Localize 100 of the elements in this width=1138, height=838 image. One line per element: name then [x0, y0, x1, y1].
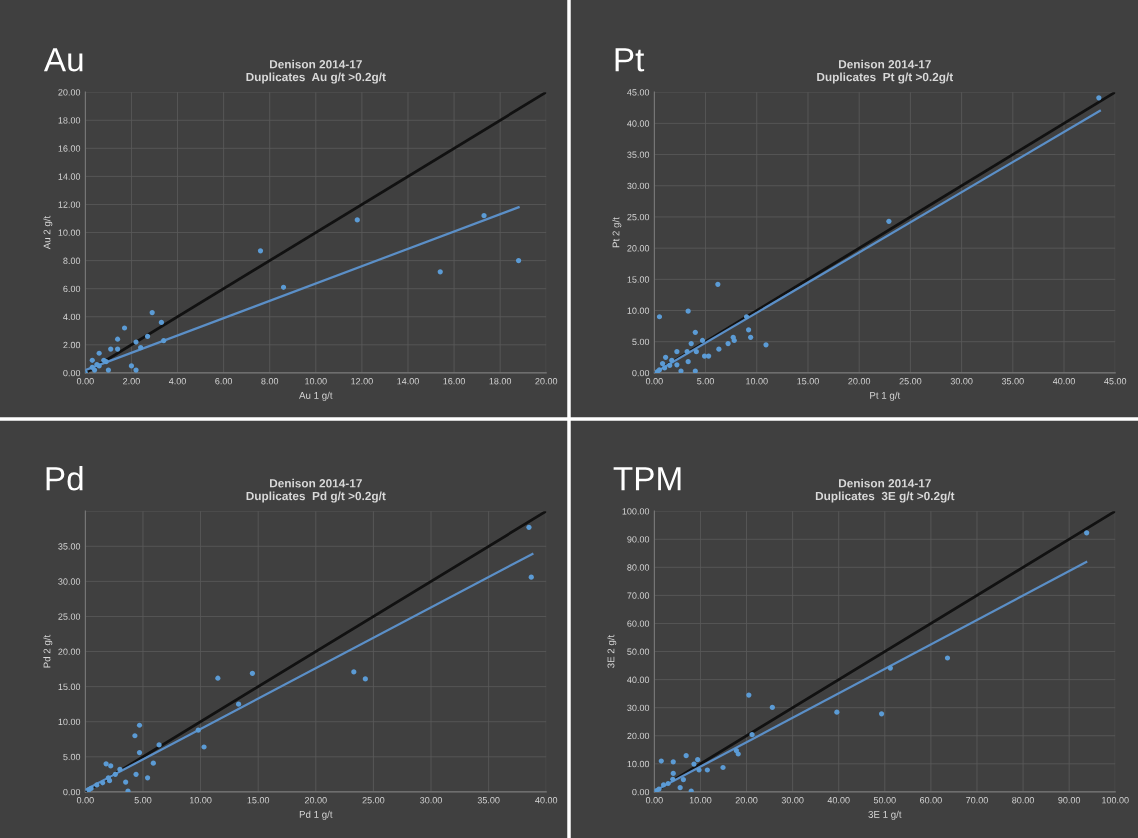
- point: [746, 692, 752, 698]
- x-tick-label: 40.00: [1052, 378, 1075, 385]
- x-axis-title: Au 1 g/t: [299, 391, 333, 401]
- point: [691, 761, 697, 767]
- point: [121, 325, 128, 331]
- point: [128, 363, 135, 369]
- point: [526, 524, 532, 530]
- x-tick-label: 35.00: [1001, 378, 1024, 385]
- point: [704, 767, 710, 773]
- x-tick-label: 20.00: [535, 378, 558, 385]
- point: [743, 314, 750, 320]
- point: [701, 353, 708, 359]
- y-tick-label: 14.00: [58, 173, 81, 180]
- y-tick-label: 0.00: [632, 369, 650, 377]
- point: [144, 775, 151, 781]
- x-axis-title: 3E 1 g/t: [868, 810, 902, 820]
- point: [481, 213, 487, 219]
- x-tick-label: 10.00: [746, 378, 768, 385]
- point: [834, 709, 840, 715]
- point: [96, 350, 102, 356]
- point: [108, 346, 114, 352]
- point: [769, 704, 775, 711]
- point: [150, 760, 156, 766]
- chart-title: Denison 2014-17 Duplicates Pd g/t >0.2g/t: [246, 478, 386, 503]
- text: Pt: [615, 48, 645, 72]
- point: [684, 349, 690, 355]
- y-tick-label: 0.00: [63, 788, 81, 796]
- point: [138, 345, 144, 351]
- x-tick-label: 50.00: [873, 797, 896, 804]
- point: [667, 362, 673, 369]
- chart-title: Denison 2014-17 Duplicates 3E g/t >0.2g/t: [815, 478, 955, 503]
- y-tick-label: 8.00: [63, 257, 81, 264]
- point: [763, 342, 769, 348]
- x-tick-label: 2.00: [123, 378, 140, 385]
- point: [692, 329, 698, 335]
- x-tick-label: 8.00: [261, 378, 279, 385]
- chart-title: Denison 2014-17 Duplicates Pt g/t >0.2g/t: [817, 59, 954, 84]
- point: [680, 776, 686, 783]
- point: [195, 727, 201, 733]
- x-tick-label: 40.00: [827, 797, 850, 804]
- point: [693, 349, 699, 355]
- point: [156, 742, 162, 748]
- y-tick-label: 90.00: [627, 536, 650, 543]
- point: [133, 367, 139, 373]
- point: [886, 218, 892, 224]
- point: [89, 357, 95, 363]
- point: [149, 309, 155, 316]
- x-tick-label: 90.00: [1058, 797, 1081, 804]
- y-tick-label: 20.00: [627, 245, 650, 252]
- point: [944, 655, 951, 661]
- point: [669, 357, 675, 364]
- x-tick-label: 60.00: [920, 797, 942, 804]
- point: [731, 337, 737, 344]
- point: [257, 248, 264, 254]
- x-axis-title: Pt 1 g/t: [870, 391, 901, 401]
- y-tick-label: 30.00: [627, 704, 650, 712]
- point: [215, 675, 221, 681]
- x-tick-label: 25.00: [362, 797, 385, 804]
- text: Pd: [46, 466, 83, 491]
- x-tick-label: 0.00: [76, 797, 94, 804]
- text: TPM: [613, 467, 681, 491]
- x-tick-label: 25.00: [899, 378, 922, 385]
- x-tick-label: 6.00: [215, 378, 233, 385]
- y-tick-label: 25.00: [58, 613, 81, 620]
- x-tick-label: 15.00: [247, 797, 270, 804]
- y-tick-label: 30.00: [58, 578, 81, 585]
- point: [716, 346, 722, 352]
- point: [659, 360, 666, 367]
- x-tick-label: 15.00: [797, 378, 819, 385]
- point: [280, 284, 287, 290]
- x-tick-label: 40.00: [535, 797, 558, 804]
- point: [125, 788, 131, 792]
- y-axis-title: Pd 2 g/t: [43, 634, 53, 668]
- y-tick-label: 20.00: [58, 648, 81, 655]
- point: [696, 767, 702, 773]
- point: [123, 779, 129, 785]
- y-tick-label: 10.00: [58, 718, 81, 726]
- point: [678, 368, 684, 373]
- point: [351, 669, 357, 675]
- y-tick-label: 30.00: [627, 182, 650, 190]
- point: [105, 367, 111, 373]
- y-axis-title: Au 2 g/t: [43, 215, 53, 250]
- point: [663, 354, 669, 360]
- y-tick-label: 5.00: [632, 338, 650, 346]
- x-tick-label: 18.00: [489, 378, 512, 385]
- y-tick-label: 25.00: [627, 213, 650, 221]
- point: [661, 365, 668, 371]
- x-tick-label: 4.00: [168, 378, 186, 385]
- point: [201, 744, 207, 750]
- x-tick-label: 14.00: [397, 378, 419, 385]
- point: [144, 333, 151, 340]
- y-tick-label: 50.00: [627, 648, 650, 655]
- point: [749, 732, 755, 738]
- y-tick-label: 20.00: [58, 89, 81, 96]
- point: [133, 771, 139, 777]
- y-tick-label: 0.00: [63, 369, 81, 377]
- y-tick-label: 12.00: [58, 201, 81, 208]
- point: [158, 319, 164, 325]
- point: [878, 711, 885, 717]
- point: [249, 670, 256, 676]
